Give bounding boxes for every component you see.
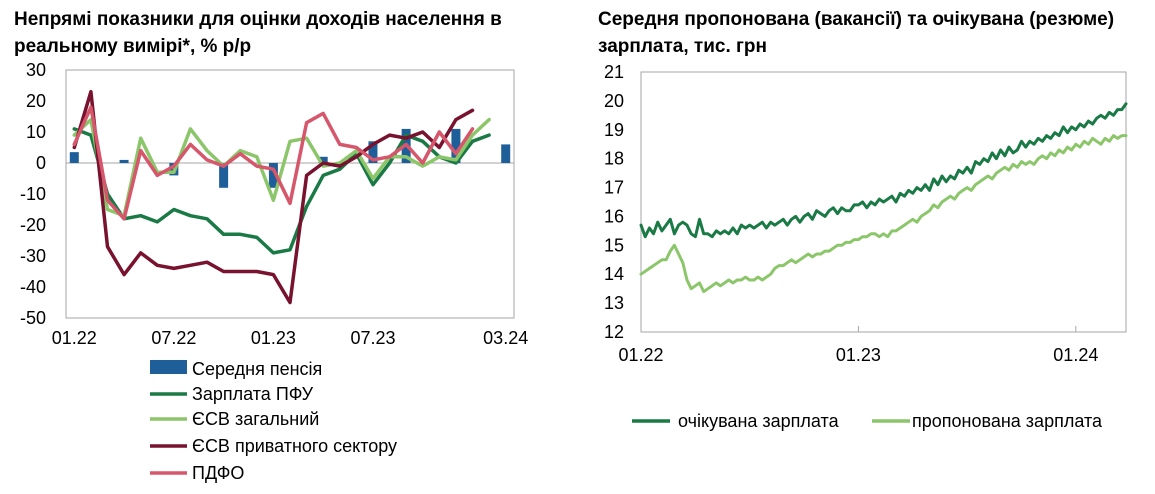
legend-label: очікувана зарплата	[678, 411, 840, 431]
series-line	[72, 117, 491, 218]
y-tick-label: 17	[604, 178, 624, 198]
series-line	[72, 127, 491, 255]
y-tick-label: 21	[604, 62, 624, 82]
y-tick-label: 20	[26, 91, 46, 111]
y-tick-label: 10	[26, 122, 46, 142]
y-tick-label: 15	[604, 235, 624, 255]
y-tick-label: 18	[604, 149, 624, 169]
pension-bar	[451, 128, 461, 163]
y-tick-label: -40	[20, 277, 46, 297]
x-tick-label: 01.24	[1053, 345, 1098, 365]
legend-label: ПДФО	[192, 463, 244, 483]
series-line	[72, 89, 475, 305]
pension-bar	[368, 141, 378, 163]
pension-bar	[268, 163, 278, 188]
legend-swatch-bar	[150, 360, 187, 374]
pension-bar	[501, 144, 511, 163]
x-tick-label: 01.22	[618, 345, 663, 365]
y-tick-label: -10	[20, 184, 46, 204]
legend-label: Зарплата ПФУ	[192, 384, 314, 404]
left-chart-title: Непрямі показники для оцінки доходів нас…	[14, 9, 502, 57]
y-tick-label: 19	[604, 120, 624, 140]
legend-label: Середня пенсія	[192, 359, 322, 379]
series-line	[72, 105, 475, 221]
pension-bar	[219, 163, 229, 188]
y-tick-label: -30	[20, 246, 46, 266]
legend-label: ЄСВ загальний	[192, 409, 319, 429]
x-tick-label: 07.22	[151, 328, 196, 348]
y-tick-label: -20	[20, 215, 46, 235]
series-line	[639, 102, 1128, 239]
y-tick-label: -50	[20, 308, 46, 328]
x-tick-label: 03.24	[483, 328, 528, 348]
legend-label: ЄСВ приватного сектору	[192, 436, 397, 456]
plot-area-frame	[65, 69, 515, 319]
x-tick-label: 07.23	[350, 328, 395, 348]
series-line	[639, 134, 1128, 294]
y-tick-label: 14	[604, 264, 624, 284]
x-tick-label: 01.23	[836, 345, 881, 365]
legend-label: пропонована зарплата	[912, 411, 1103, 431]
y-tick-label: 13	[604, 293, 624, 313]
y-tick-label: 16	[604, 206, 624, 226]
y-tick-label: 12	[604, 322, 624, 342]
pension-bar	[318, 156, 328, 163]
pension-bar	[119, 159, 129, 163]
plot-area-frame	[640, 71, 1127, 333]
pension-bar	[69, 152, 79, 163]
x-tick-label: 01.22	[52, 328, 97, 348]
y-tick-label: 20	[604, 91, 624, 111]
y-tick-label: 0	[36, 153, 46, 173]
x-tick-label: 01.23	[251, 328, 296, 348]
right-chart-title: Середня пропонована (вакансії) та очікув…	[598, 9, 1115, 57]
y-tick-label: 30	[26, 60, 46, 80]
income-indicators-chart: 30 20 10 0 -10 -20 -30 -40 -50 01.22 07.22 01.23 07.…	[20, 60, 528, 483]
